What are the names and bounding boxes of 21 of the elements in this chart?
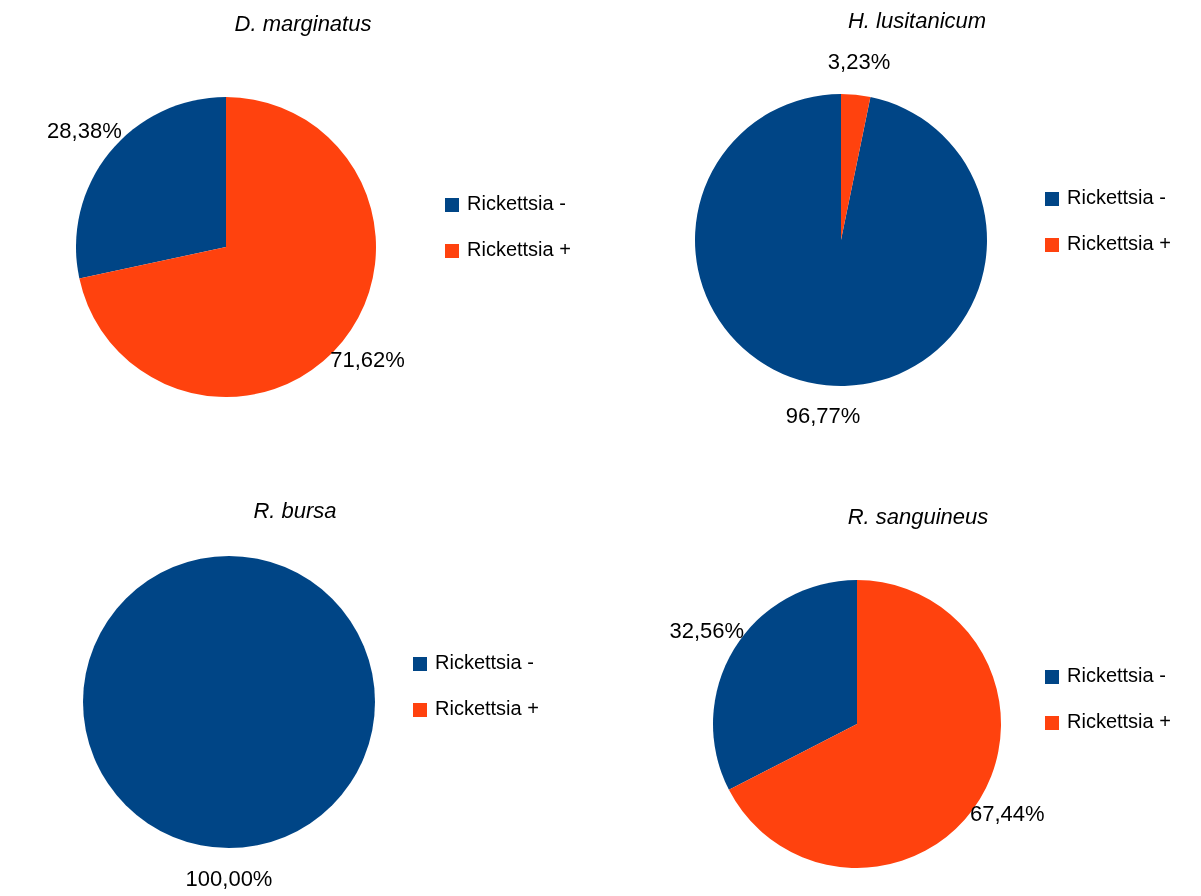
legend-label: Rickettsia +: [467, 238, 571, 261]
pie-slice: [841, 94, 871, 240]
legend-label: Rickettsia +: [1067, 710, 1171, 733]
data-label: 3,23%: [827, 48, 891, 74]
legend-label: Rickettsia -: [1067, 186, 1166, 209]
chart-title: R. bursa: [253, 497, 337, 523]
data-label: 100,00%: [185, 865, 273, 891]
legend-label: Rickettsia +: [1067, 232, 1171, 255]
legend-label: Rickettsia -: [1067, 664, 1166, 687]
data-label: 28,38%: [47, 118, 122, 144]
legend-label: Rickettsia -: [435, 651, 534, 674]
chart-title: D. marginatus: [234, 10, 372, 36]
data-label: 32,56%: [669, 618, 745, 644]
data-label: 71,62%: [330, 347, 405, 373]
legend-label: Rickettsia -: [467, 192, 566, 215]
data-label: 67,44%: [969, 801, 1045, 827]
chart-title: H. lusitanicum: [847, 7, 987, 33]
legend-label: Rickettsia +: [435, 697, 539, 720]
pie-slice: [695, 94, 987, 386]
chart-title: R. sanguineus: [847, 503, 989, 529]
data-label: 96,77%: [785, 402, 861, 428]
